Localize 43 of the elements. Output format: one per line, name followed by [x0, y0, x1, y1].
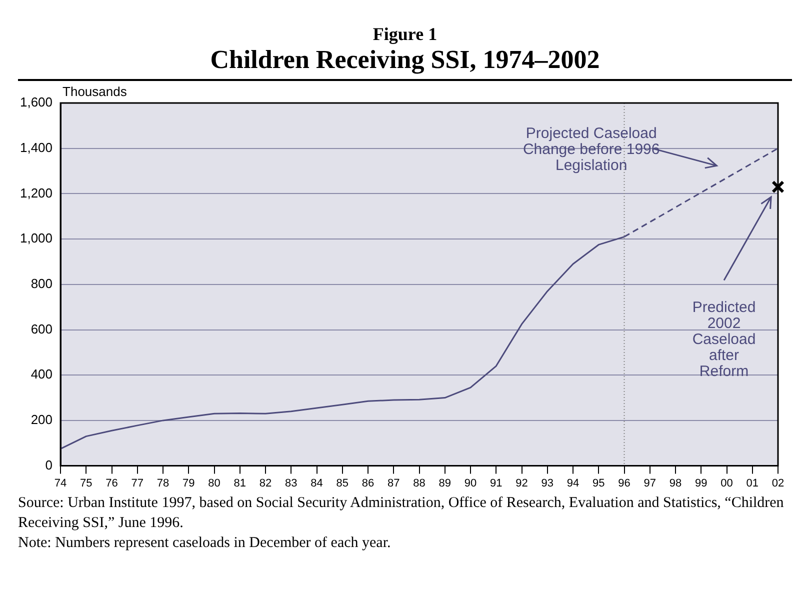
y-tick-label: 1,200	[20, 185, 53, 200]
y-tick-label: 1,000	[20, 230, 53, 246]
x-tick-label: 77	[131, 477, 144, 490]
y-tick-label: 1,400	[20, 140, 53, 155]
y-tick-label: 200	[30, 412, 53, 428]
y-tick-label: 600	[30, 321, 53, 336]
x-tick-label: 84	[310, 477, 323, 490]
x-tick-label: 85	[336, 477, 349, 490]
y-tick-label: 1,600	[20, 94, 53, 110]
x-tick-label: 78	[156, 477, 170, 490]
y-tick-label: 800	[30, 276, 53, 291]
x-tick-label: 94	[566, 477, 580, 490]
x-tick-label: 82	[259, 477, 272, 490]
y-tick-label: 400	[30, 366, 53, 382]
x-tick-label: 93	[541, 477, 554, 490]
source-note: Source: Urban Institute 1997, based on Social Security Administration, Office of Research, Evaluation and Statistics, “Children Receiving SSI,” June 1996.	[18, 494, 785, 533]
chart-title: Children Receiving SSI, 1974–2002	[209, 45, 601, 75]
x-tick-label: 02	[772, 477, 784, 490]
x-tick-label: 96	[618, 477, 630, 490]
y-tick-label: 0	[45, 457, 53, 472]
x-tick-label: 83	[285, 477, 298, 490]
text: Note: Numbers represent caseloads in December of each year.	[18, 534, 392, 553]
x-tick-label: 89	[438, 477, 452, 490]
x-tick-label: 88	[413, 477, 426, 490]
chart-subtitle: Figure 1	[372, 24, 438, 45]
x-tick-label: 01	[746, 477, 758, 490]
x-tick-label: 98	[669, 477, 682, 490]
x-tick-label: 80	[208, 477, 220, 490]
x-tick-label: 92	[516, 477, 528, 490]
x-tick-label: 81	[234, 477, 246, 490]
x-tick-label: 00	[720, 477, 733, 490]
x-tick-label: 75	[80, 477, 92, 490]
x-tick-label: 76	[106, 477, 118, 490]
x-tick-label: 74	[54, 477, 67, 490]
x-tick-label: 79	[182, 477, 195, 490]
x-tick-label: 95	[592, 477, 605, 490]
y-axis-title: Thousands	[62, 84, 128, 100]
x-tick-label: 99	[695, 477, 708, 490]
x-tick-label: 90	[464, 477, 477, 490]
x-tick-label: 97	[644, 477, 656, 490]
x-tick-label: 86	[362, 477, 374, 490]
x-tick-label: 91	[490, 477, 502, 490]
x-tick-label: 87	[388, 477, 400, 490]
